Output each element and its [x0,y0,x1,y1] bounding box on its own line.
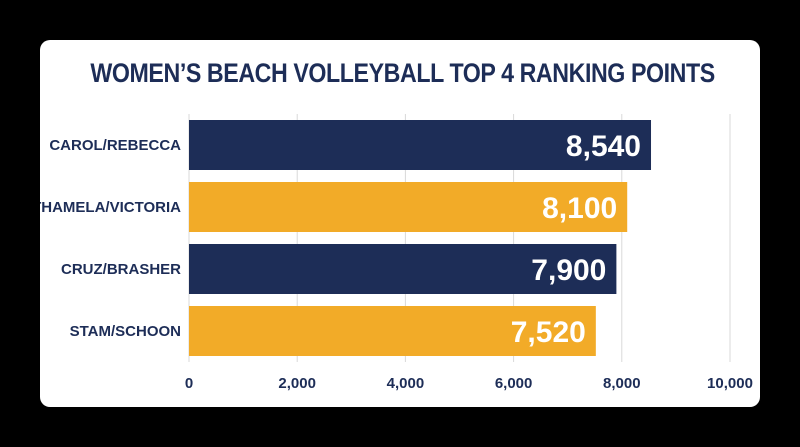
category-label: CAROL/REBECCA [49,137,181,154]
bar-value-label: 8,100 [542,192,617,225]
x-tick-label: 10,000 [707,375,753,392]
bar-value-label: 7,900 [531,254,606,287]
category-label: CRUZ/BRASHER [61,261,181,278]
bar [189,120,652,170]
bar-chart: 0 2,000 4,000 6,000 8,000 10,000 CAROL/REBECCA… [40,114,753,392]
chart-title: WOMEN’S BEACH VOLLEYBALL TOP 4 RANKING P… [90,58,715,88]
bar [189,244,617,294]
chart-card: WOMEN’S BEACH VOLLEYBALL TOP 4 RANKING P… [40,40,760,407]
x-tick-label: 4,000 [387,375,425,392]
x-tick-label: 6,000 [495,375,533,392]
x-tick-label: 8,000 [603,375,641,392]
bar [189,306,596,356]
category-label: STAM/SCHOON [70,323,181,340]
bar-value-label: 7,520 [511,316,586,349]
x-tick-label: 0 [185,375,193,392]
bar [189,182,628,232]
x-tick-label: 2,000 [278,375,316,392]
category-label: THAMELA/VICTORIA [40,199,181,216]
bar-value-label: 8,540 [566,130,641,163]
